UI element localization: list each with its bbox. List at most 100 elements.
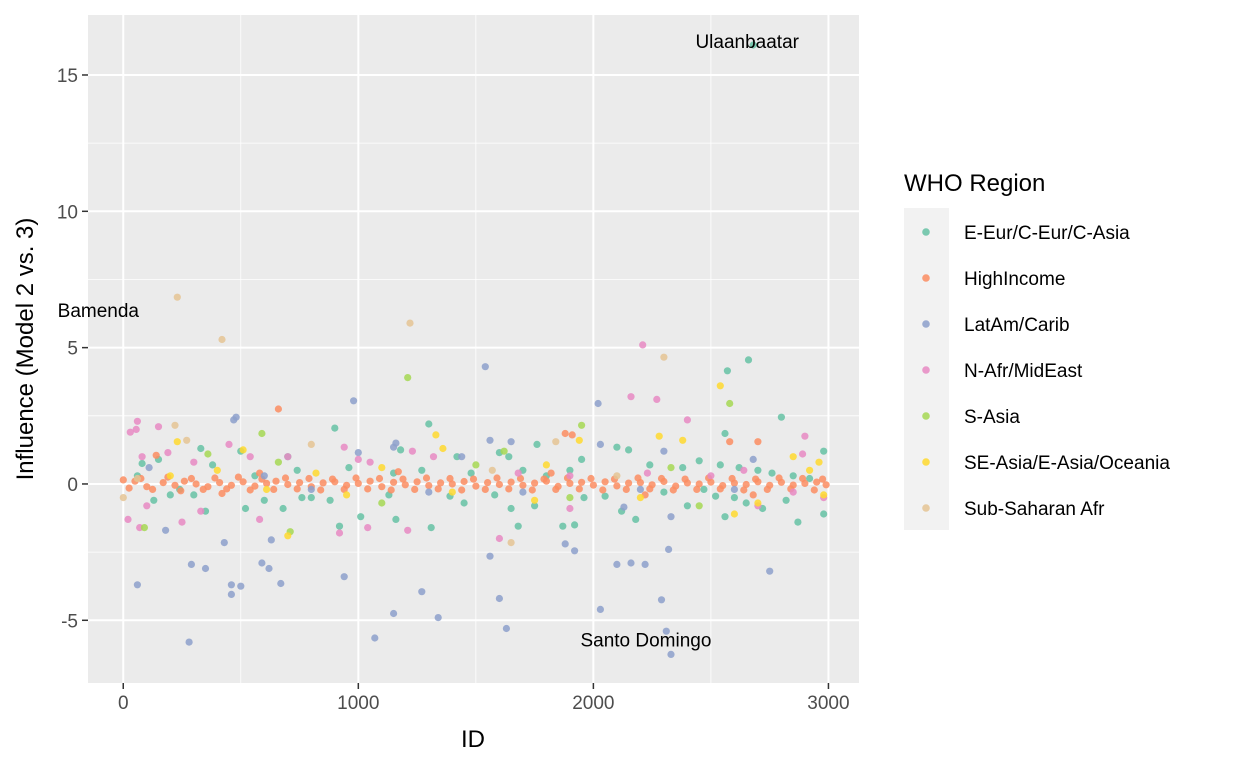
data-point — [744, 356, 753, 364]
data-point — [305, 474, 313, 483]
data-point — [331, 424, 339, 432]
data-point — [354, 449, 362, 457]
data-point — [806, 474, 814, 483]
data-point — [505, 485, 513, 493]
data-point — [154, 423, 163, 431]
data-point — [566, 504, 574, 513]
data-point — [138, 459, 146, 468]
data-point — [636, 494, 645, 502]
data-point — [627, 393, 635, 401]
data-point — [754, 438, 762, 446]
data-point — [183, 436, 191, 444]
data-point — [519, 481, 527, 489]
data-point — [505, 453, 513, 461]
data-point — [192, 480, 200, 488]
data-point — [413, 478, 421, 486]
data-point — [599, 486, 607, 494]
data-point — [159, 479, 167, 487]
data-point — [263, 479, 271, 487]
data-point — [448, 480, 456, 488]
data-point — [216, 479, 224, 487]
data-point — [481, 363, 489, 371]
data-point — [730, 485, 739, 493]
data-point — [446, 474, 454, 483]
data-point — [789, 472, 797, 480]
data-point — [801, 432, 809, 440]
data-point — [293, 485, 301, 493]
data-point — [820, 447, 828, 455]
data-point — [486, 552, 494, 560]
data-point — [571, 547, 579, 555]
data-point — [587, 474, 595, 483]
data-point — [143, 483, 151, 491]
data-point — [364, 485, 372, 493]
y-tick-label: 5 — [67, 339, 78, 360]
data-point — [190, 491, 198, 499]
data-point — [820, 491, 828, 499]
data-point — [281, 474, 290, 482]
data-point — [775, 474, 783, 482]
data-point — [260, 496, 268, 504]
data-point — [646, 485, 654, 493]
data-point — [566, 494, 574, 502]
data-point — [317, 486, 325, 494]
data-point — [531, 479, 539, 487]
data-point — [138, 453, 146, 461]
data-point — [660, 488, 668, 496]
data-point — [326, 496, 334, 504]
data-point — [730, 510, 739, 518]
data-point — [425, 420, 433, 428]
data-point — [669, 486, 677, 494]
data-point — [427, 524, 435, 532]
data-point — [408, 447, 416, 455]
data-point — [601, 492, 609, 500]
data-point — [578, 421, 586, 429]
data-point — [197, 444, 205, 453]
data-point — [378, 483, 386, 491]
data-point — [721, 513, 729, 521]
data-point — [695, 502, 703, 510]
data-point — [693, 485, 701, 493]
data-point — [350, 397, 358, 405]
data-point — [390, 609, 398, 618]
data-point — [575, 436, 583, 444]
data-point — [460, 499, 468, 507]
data-point — [601, 478, 609, 486]
data-point — [742, 480, 750, 489]
data-point — [185, 638, 193, 646]
data-point — [197, 507, 205, 515]
data-point — [491, 491, 499, 499]
legend-key — [922, 504, 930, 512]
data-point — [547, 469, 555, 477]
data-point — [542, 461, 551, 469]
data-point — [298, 494, 306, 502]
data-point — [432, 431, 440, 439]
data-point — [657, 596, 666, 604]
data-point — [766, 567, 774, 575]
data-point — [162, 526, 170, 534]
data-point — [387, 486, 395, 494]
data-point — [768, 469, 776, 477]
data-point — [620, 503, 628, 511]
data-point — [613, 443, 621, 451]
data-point — [272, 477, 280, 485]
data-point — [425, 488, 433, 496]
data-point — [378, 464, 386, 472]
data-point — [319, 479, 327, 487]
data-point — [726, 438, 734, 446]
data-point — [665, 545, 673, 554]
data-point — [493, 474, 501, 482]
data-point — [230, 416, 238, 424]
data-point — [411, 485, 419, 493]
data-point — [486, 436, 494, 444]
data-point — [394, 468, 402, 476]
data-point — [366, 458, 374, 466]
data-point — [596, 605, 605, 614]
data-point — [132, 425, 140, 433]
data-point — [296, 479, 304, 487]
data-point — [726, 399, 734, 408]
data-point — [223, 485, 231, 493]
data-point — [655, 432, 663, 440]
data-point — [627, 559, 635, 567]
data-point — [237, 582, 245, 590]
